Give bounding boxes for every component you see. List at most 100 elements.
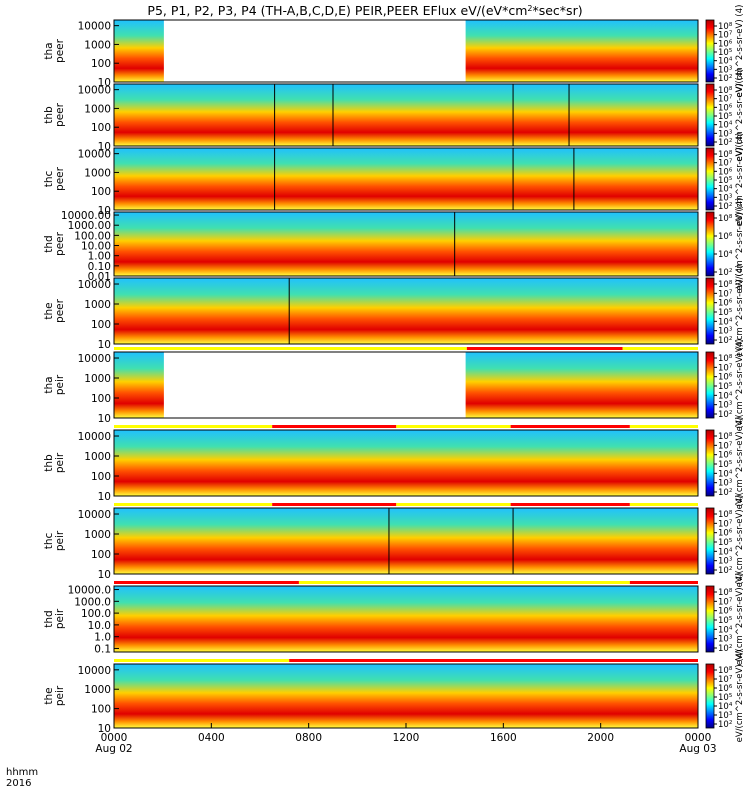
- panel-frame-thd-peer: [113, 211, 699, 277]
- y-axis-label-probe: tha: [43, 42, 55, 59]
- y-tick-label: 10000: [78, 509, 111, 521]
- spectrogram-the-peir: [114, 664, 698, 728]
- panel-frame-the-peer: [113, 277, 699, 345]
- y-tick-label: 10: [98, 491, 111, 503]
- colorbar-unit-label: eV/(cm^2-s-sr-eV) (4): [735, 69, 745, 162]
- status-bar-segment: [114, 425, 273, 428]
- y-tick-label: 1.0: [94, 632, 111, 644]
- panel-frame-thb-peer: [113, 83, 699, 147]
- chart-title: P5, P1, P2, P3, P4 (TH-A,B,C,D,E) PEIR,P…: [147, 3, 582, 18]
- colorbar-tick-label: 103: [718, 193, 733, 203]
- status-bar-segment: [289, 659, 698, 662]
- colorbar-tick-label: 102: [718, 488, 732, 498]
- x-tick-sublabel: Aug 02: [95, 743, 132, 755]
- y-tick-label: 100.0: [81, 608, 111, 620]
- colorbar-unit-label: eV/(cm^2-s-sr-eV) (4): [735, 495, 745, 588]
- status-bar-segment: [298, 581, 630, 584]
- y-axis-label-species: peer: [54, 231, 66, 256]
- y-axis-label-species: peir: [54, 452, 66, 473]
- y-tick-label: 100: [91, 549, 111, 561]
- status-bar-segment: [114, 659, 290, 662]
- y-tick-label: 100: [91, 186, 111, 198]
- y-tick-label: 1000: [84, 451, 111, 463]
- y-axis-label-probe: tha: [43, 376, 55, 393]
- panel-thc-peir: 10000 1000 100 10 thc peir 1081071061051041031…: [43, 495, 745, 588]
- panel-thb-peir: 10000 1000 100 10 thb peir 1081071061051041031…: [43, 417, 745, 510]
- y-axis-label-species: peer: [54, 102, 66, 127]
- colorbar-tick-label: 108: [718, 588, 733, 598]
- y-axis-label-species: peir: [54, 530, 66, 551]
- colorbar-tick-label: 107: [718, 597, 733, 607]
- y-axis-label-species: peer: [54, 298, 66, 323]
- y-tick-label: 10000: [78, 149, 111, 161]
- colorbar-unit-label: eV/(cm^2-s-sr-eV) (4): [735, 198, 745, 291]
- colorbar-tick-label: 103: [718, 557, 733, 567]
- colorbar-tick-label: 106: [718, 39, 733, 49]
- colorbar-tick-label: 108: [718, 432, 733, 442]
- colorbar-tick-label: 105: [718, 693, 733, 703]
- y-tick-label: 100: [91, 393, 111, 405]
- colorbar-tick-label: 108: [718, 214, 733, 224]
- data-gap-tha-peir: [163, 352, 466, 418]
- colorbar-tick-label: 103: [718, 711, 733, 721]
- y-axis-label-probe: thc: [43, 171, 55, 188]
- y-tick-label: 10000: [78, 353, 111, 365]
- y-tick-label: 10.00: [81, 241, 111, 253]
- colorbar-tick-label: 107: [718, 95, 733, 105]
- y-tick-label: 10000: [78, 279, 111, 291]
- colorbar-unit-label: eV/(cm^2-s-sr-eV) (4): [735, 5, 745, 98]
- colorbar-unit-label: eV/(cm^2-s-sr-eV) (4): [735, 417, 745, 510]
- y-tick-label: 100: [91, 122, 111, 134]
- y-tick-label: 10000: [78, 21, 111, 33]
- y-tick-label: 0.10: [88, 261, 111, 273]
- y-axis-label-probe: the: [43, 302, 55, 319]
- colorbar-tick-label: 102: [718, 268, 732, 278]
- y-tick-label: 10: [98, 77, 111, 89]
- y-tick-label: 1000: [84, 373, 111, 385]
- colorbar-tick-label: 106: [718, 299, 733, 309]
- colorbar-tick-label: 103: [718, 401, 733, 411]
- y-tick-label: 100: [91, 319, 111, 331]
- y-axis-label-species: peir: [54, 608, 66, 629]
- y-tick-label: 10: [98, 141, 111, 153]
- status-bar-segment: [629, 503, 698, 506]
- data-gap-tha-peer: [163, 20, 466, 82]
- status-bar-segment: [396, 425, 511, 428]
- colorbar-tick-label: 107: [718, 441, 733, 451]
- colorbar-the-peir: [705, 663, 715, 729]
- colorbar-tick-label: 105: [718, 382, 733, 392]
- y-tick-label: 1000: [84, 684, 111, 696]
- colorbar-tick-label: 107: [718, 159, 733, 169]
- y-tick-label: 100: [91, 471, 111, 483]
- colorbar-tick-label: 104: [718, 391, 733, 401]
- y-tick-label: 10: [98, 723, 111, 735]
- colorbar-tick-label: 105: [718, 308, 733, 318]
- y-tick-label: 1000.00: [68, 220, 111, 232]
- y-tick-label: 1.00: [88, 251, 111, 263]
- y-axis-label-species: peir: [54, 374, 66, 395]
- colorbar-unit-label: eV/(cm^2-s-sr-eV) (4): [735, 573, 745, 666]
- colorbar-tick-label: 105: [718, 48, 733, 58]
- y-tick-label: 10: [98, 205, 111, 217]
- spectrogram-the-peer: [114, 278, 698, 344]
- colorbar-tick-label: 104: [718, 250, 733, 260]
- status-bar-segment: [114, 581, 299, 584]
- colorbar-tick-label: 106: [718, 167, 733, 177]
- colorbar-tick-label: 106: [718, 451, 733, 461]
- y-tick-label: 10000: [78, 665, 111, 677]
- colorbar-tick-label: 104: [718, 702, 733, 712]
- y-axis-label-probe: thc: [43, 533, 55, 550]
- colorbar-tick-label: 104: [718, 469, 733, 479]
- y-tick-label: 100.00: [74, 230, 111, 242]
- x-tick-label: 0800: [295, 732, 322, 744]
- colorbar-tick-label: 108: [718, 510, 733, 520]
- colorbar-unit-label: eV/(cm^2-s-sr-eV) (4): [735, 339, 745, 432]
- panel-frame-tha-peir: [113, 351, 699, 419]
- status-bar-segment: [272, 425, 397, 428]
